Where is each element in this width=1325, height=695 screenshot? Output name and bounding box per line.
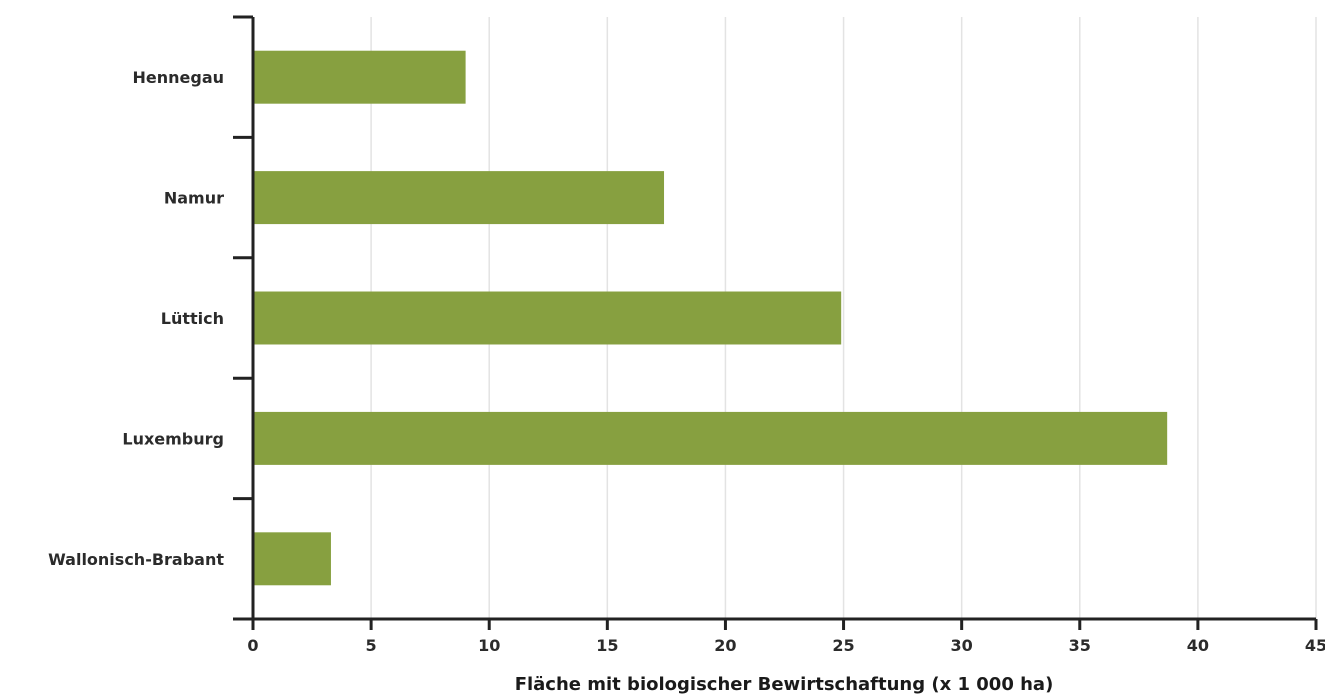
category-label: Hennegau	[132, 68, 224, 87]
x-axis-title: Fläche mit biologischer Bewirtschaftung …	[515, 674, 1054, 695]
bar	[253, 291, 842, 345]
category-label: Luxemburg	[122, 429, 224, 448]
axes	[233, 15, 1318, 630]
x-tick-label: 15	[596, 636, 618, 655]
x-tick-label: 35	[1069, 636, 1091, 655]
x-tick-label: 30	[951, 636, 973, 655]
x-tick-label: 5	[366, 636, 377, 655]
category-label: Wallonisch-Brabant	[48, 550, 224, 569]
bar	[253, 532, 331, 586]
bar	[253, 50, 466, 104]
x-tick-labels: 0 5 10 15 20 25 30 35 40 45	[247, 636, 1325, 655]
category-label: Lüttich	[161, 309, 224, 328]
bars	[253, 50, 1168, 586]
x-tick-label: 25	[832, 636, 854, 655]
category-label: Namur	[164, 189, 224, 208]
x-tick-label: 0	[247, 636, 258, 655]
bar	[253, 171, 665, 225]
grid-lines	[370, 17, 1317, 619]
bar	[253, 411, 1168, 465]
x-tick-label: 45	[1305, 636, 1325, 655]
x-tick-label: 40	[1187, 636, 1209, 655]
x-tick-label: 20	[714, 636, 736, 655]
category-labels: Hennegau Namur Lüttich Luxemburg Wallonisch-…	[48, 68, 224, 569]
x-tick-label: 10	[478, 636, 500, 655]
